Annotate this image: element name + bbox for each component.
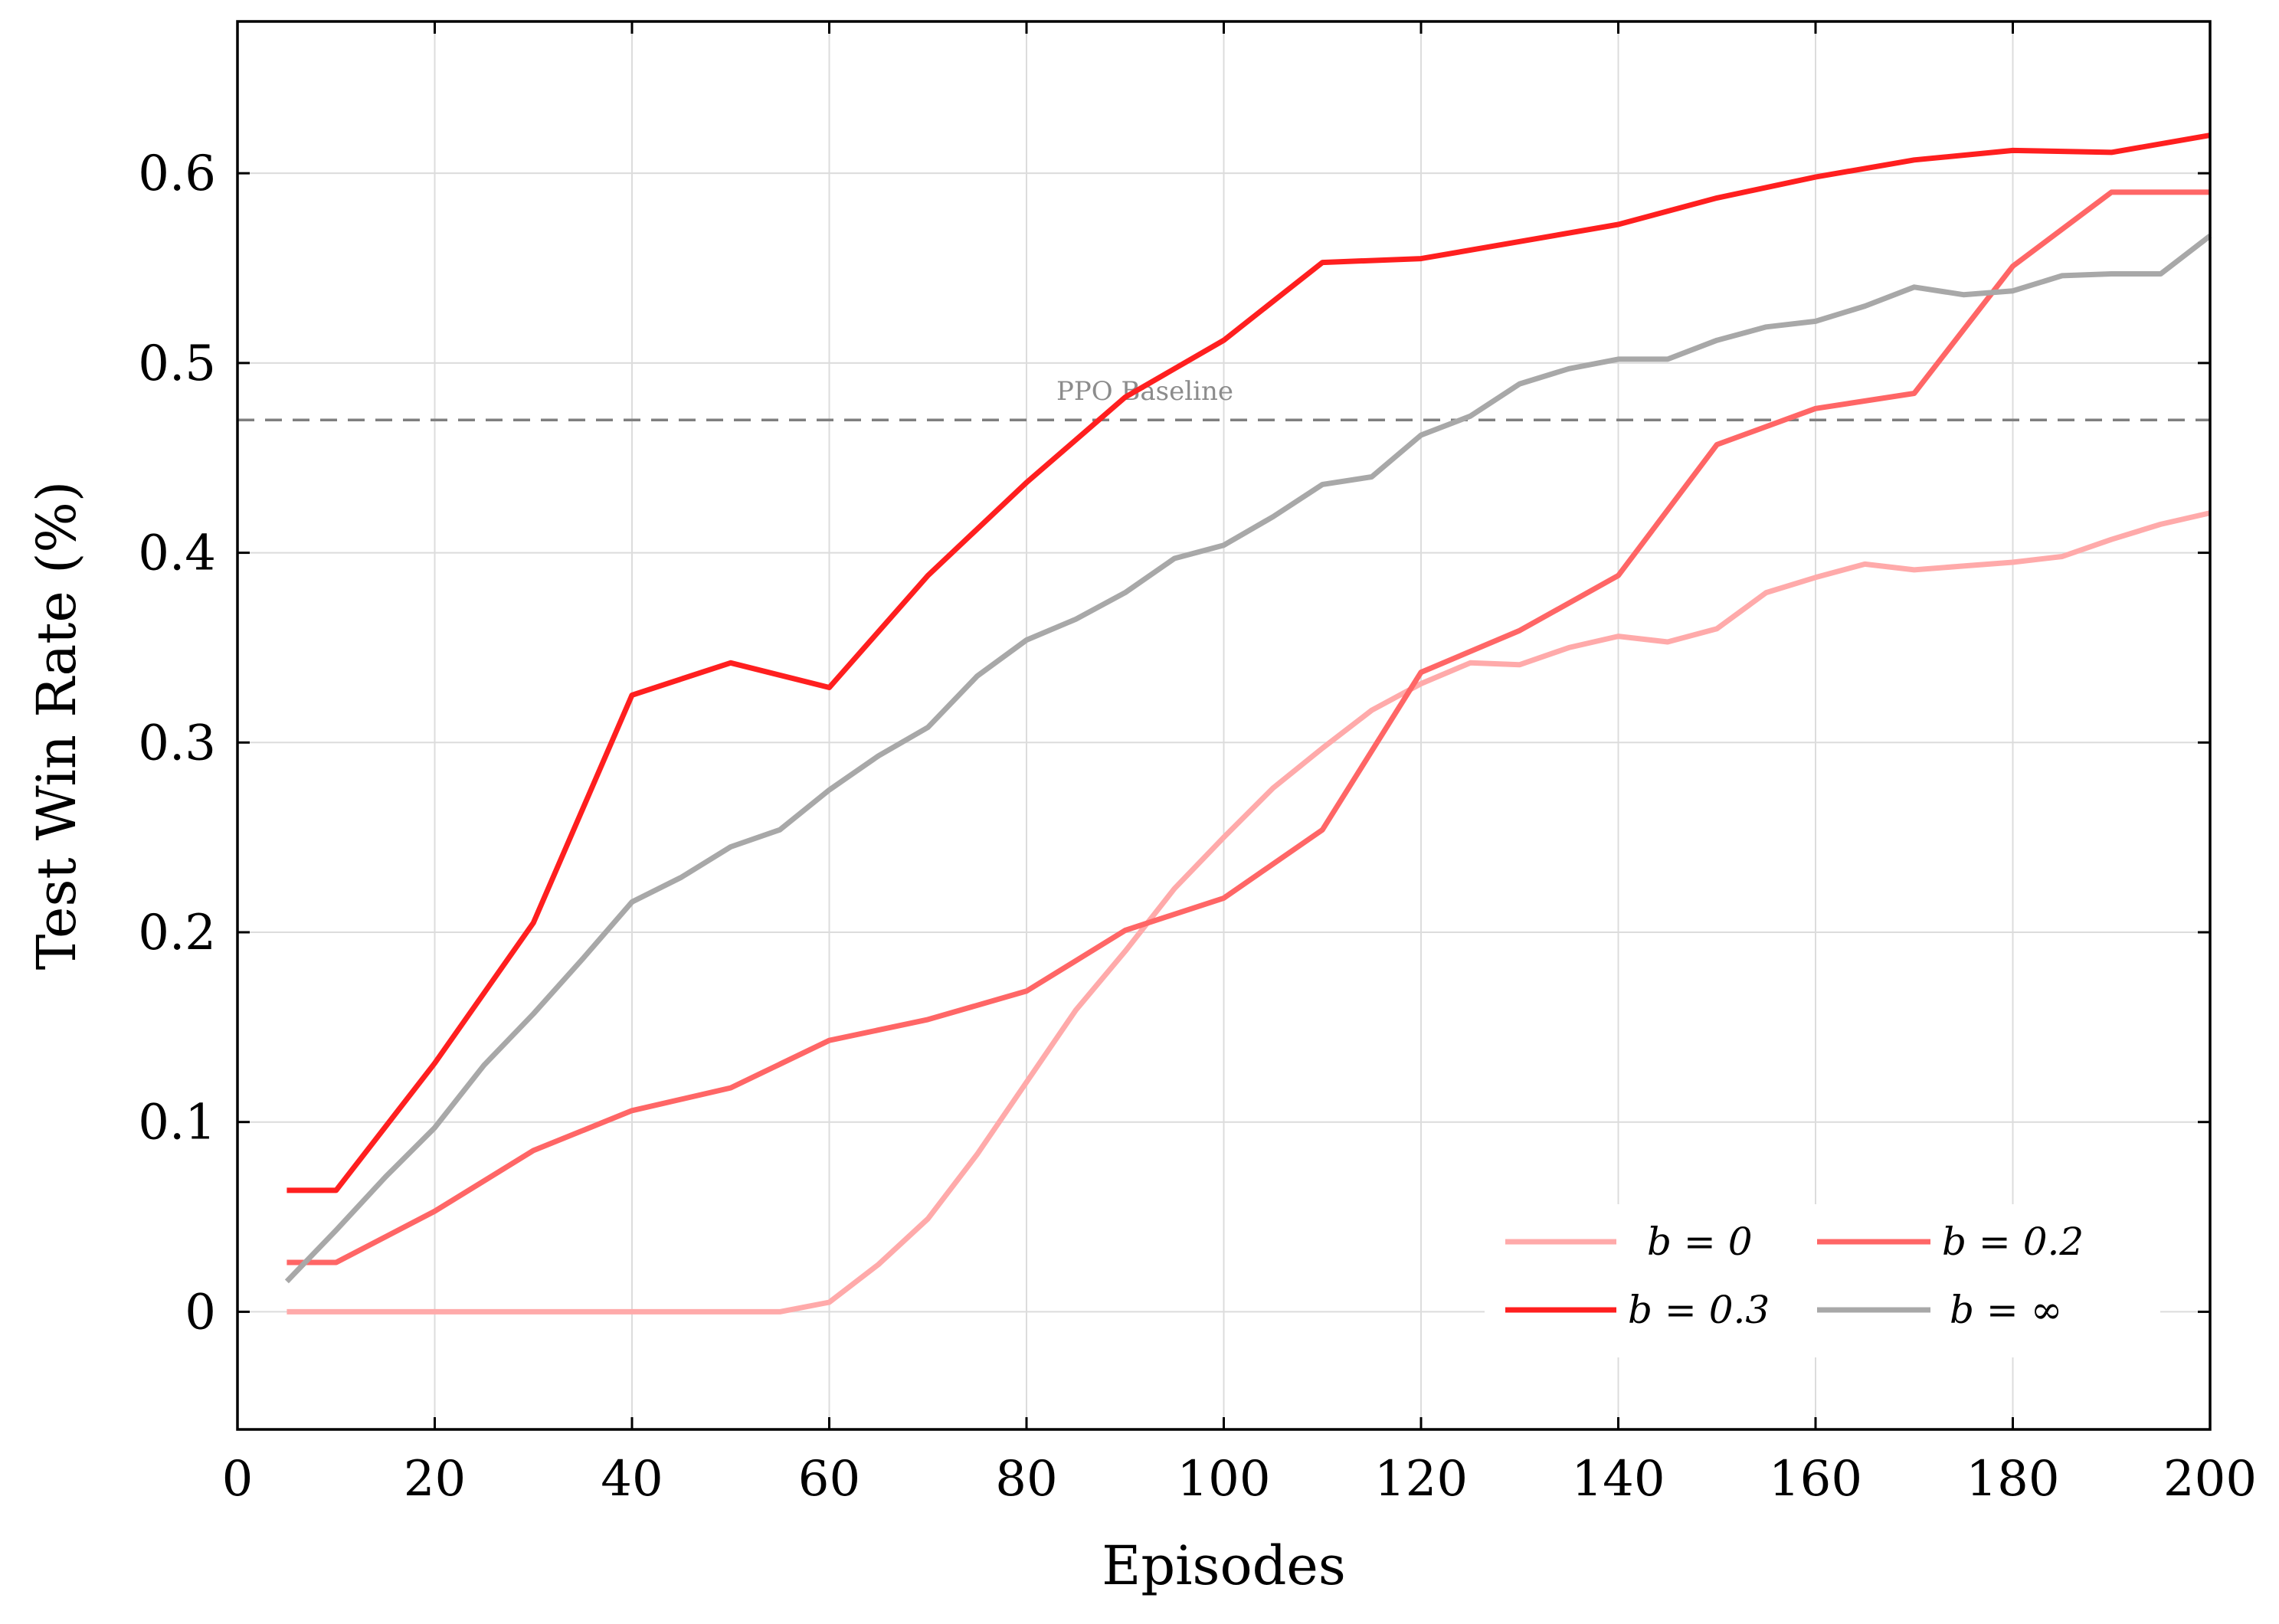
y-axis-ticks: 0 0.1 0.2 0.3 0.4 0.5 0.6: [138, 146, 2210, 1341]
x-tick-label: 20: [404, 1451, 466, 1508]
x-tick-label: 180: [1966, 1451, 2059, 1508]
x-tick-label: 100: [1177, 1451, 1270, 1508]
series-line-1: [287, 189, 2210, 1265]
y-axis-title: Test Win Rate (%): [25, 481, 88, 970]
y-tick-label: 0.2: [138, 905, 216, 961]
x-tick-label: 0: [222, 1451, 254, 1508]
x-tick-label: 40: [601, 1451, 663, 1508]
series-line-3: [284, 234, 2212, 1284]
x-tick-label: 200: [2163, 1451, 2257, 1508]
x-axis-title: Episodes: [1102, 1534, 1346, 1597]
x-axis-ticks: 0 20 40 60 80 100 120 140 160 180 200: [222, 21, 2257, 1508]
x-tick-label: 160: [1769, 1451, 1862, 1508]
baseline-layer: PPO Baseline: [237, 376, 2210, 421]
ppo-baseline-label: PPO Baseline: [1056, 376, 1233, 407]
legend-label-1: b = 0.2: [1942, 1220, 2084, 1264]
legend-label-0: b = 0: [1647, 1220, 1753, 1264]
legend: b = 0 b = 0.2 b = 0.3 b = ∞: [1485, 1204, 2160, 1357]
series-line-2: [287, 133, 2211, 1193]
y-tick-label: 0.6: [138, 146, 216, 202]
series-line-0: [287, 510, 2211, 1315]
y-tick-label: 0.1: [138, 1095, 216, 1151]
y-tick-label: 0.5: [138, 336, 216, 392]
x-tick-label: 120: [1374, 1451, 1468, 1508]
series-layer: [284, 133, 2212, 1315]
legend-label-3: b = ∞: [1950, 1288, 2062, 1332]
legend-label-2: b = 0.3: [1628, 1288, 1770, 1332]
y-tick-label: 0: [185, 1284, 216, 1341]
legend-box: [1485, 1204, 2160, 1357]
x-tick-label: 80: [995, 1451, 1057, 1508]
y-tick-label: 0.4: [138, 526, 216, 582]
y-tick-label: 0.3: [138, 715, 216, 771]
x-tick-label: 60: [798, 1451, 860, 1508]
x-tick-label: 140: [1571, 1451, 1665, 1508]
